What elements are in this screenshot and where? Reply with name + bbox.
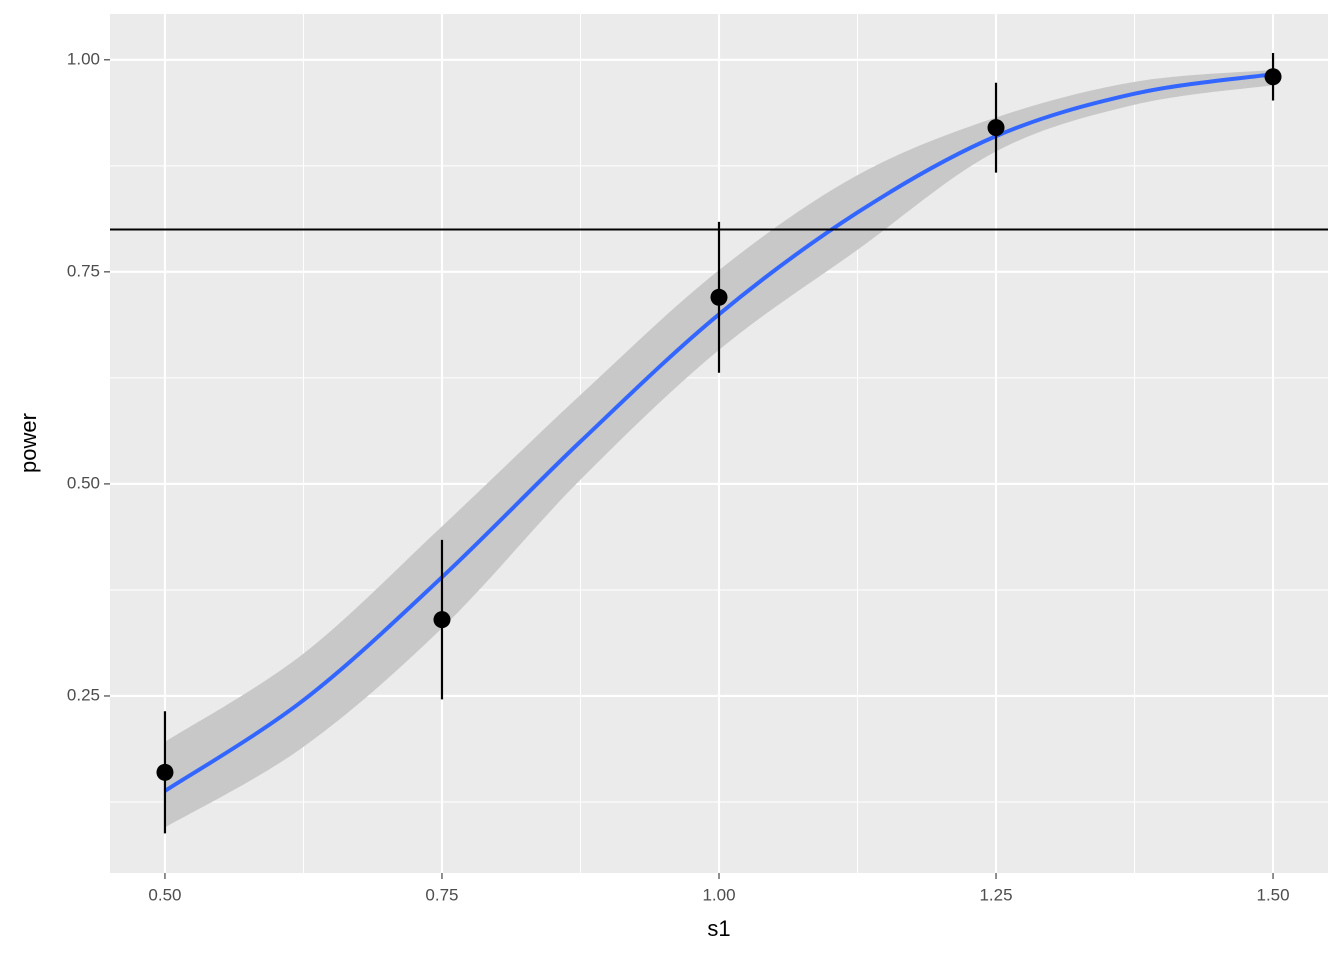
y-tick-label: 0.25 — [67, 685, 100, 704]
point — [710, 288, 728, 306]
y-tick-label: 1.00 — [67, 49, 100, 68]
y-tick-label: 0.75 — [67, 261, 100, 280]
point — [987, 119, 1005, 137]
fit-line — [163, 72, 1274, 793]
point — [1264, 68, 1282, 86]
x-axis-title: s1 — [707, 916, 730, 941]
marks — [110, 53, 1328, 834]
x-tick-label: 1.25 — [979, 885, 1012, 904]
y-axis-title: power — [16, 413, 41, 473]
x-tick-label: 0.50 — [148, 885, 181, 904]
x-tick-label: 0.75 — [425, 885, 458, 904]
point — [433, 611, 451, 629]
x-tick-label: 1.50 — [1256, 885, 1289, 904]
x-tick-label: 1.00 — [702, 885, 735, 904]
y-tick-label: 0.50 — [67, 473, 100, 492]
confidence-band — [164, 69, 1274, 828]
point — [156, 763, 174, 781]
